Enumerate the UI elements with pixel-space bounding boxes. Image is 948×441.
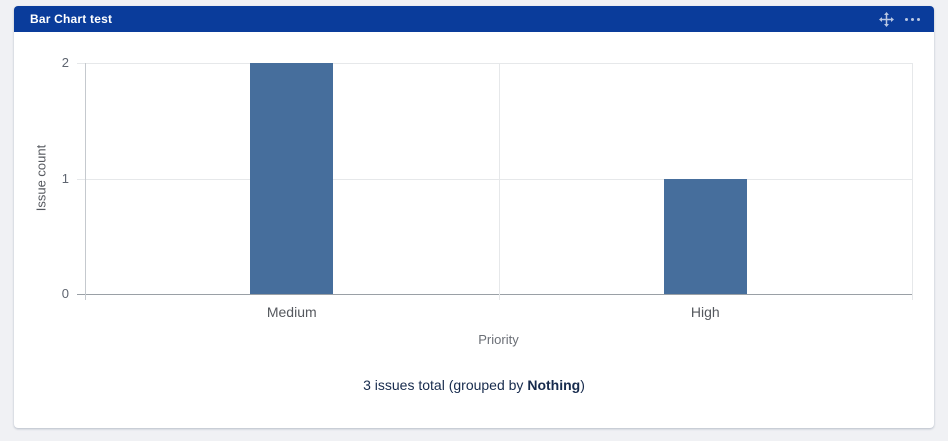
- summary-prefix: 3 issues total (grouped by: [363, 377, 528, 393]
- v-gridline-1: [498, 63, 500, 300]
- y-axis-line: [85, 63, 86, 300]
- x-category-label-high: High: [690, 304, 720, 320]
- y-tick-label-0: 0: [61, 286, 69, 301]
- gadget-header: Bar Chart test: [14, 6, 934, 32]
- x-axis-title: Priority: [478, 332, 519, 347]
- y-tick-label-2: 2: [61, 55, 69, 70]
- summary-suffix: ): [580, 377, 585, 393]
- bar-chart-plot: Issue count Priority 3 issues total (gro…: [14, 6, 934, 428]
- bar-chart-gadget: Bar Chart test Issue count Priority 3 is…: [14, 6, 934, 428]
- h-gridline-1: [77, 178, 912, 180]
- gadget-header-actions: [879, 11, 934, 27]
- chart-summary: 3 issues total (grouped by Nothing): [14, 377, 934, 393]
- bar-high[interactable]: [663, 178, 747, 294]
- x-category-label-medium: Medium: [266, 304, 317, 320]
- bar-medium[interactable]: [250, 63, 334, 294]
- y-tick-label-1: 1: [61, 170, 69, 186]
- ellipsis-icon[interactable]: [905, 17, 920, 21]
- x-axis-line: [77, 294, 912, 295]
- move-icon[interactable]: [879, 11, 894, 27]
- gadget-title: Bar Chart test: [30, 12, 113, 26]
- h-gridline-2: [77, 63, 912, 64]
- summary-group-by: Nothing: [527, 377, 581, 393]
- v-gridline-2: [912, 63, 913, 300]
- chart-area: Issue count Priority 3 issues total (gro…: [14, 32, 934, 428]
